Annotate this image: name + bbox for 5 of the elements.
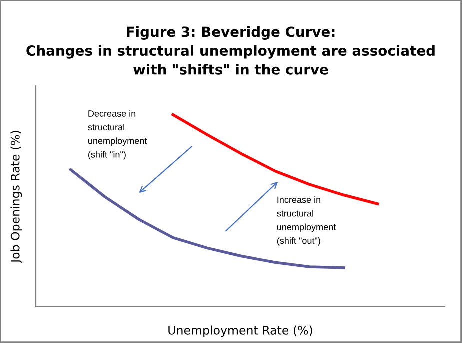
annotation: Increase in structural unemployment (shift "out"): [277, 196, 336, 246]
y-axis-title: Job Openings Rate (%): [10, 131, 22, 264]
chart-title: Figure 3: Beveridge Curve: Changes in structural unemployment are associated with "shifts" in the curve: [26, 26, 435, 75]
annotation: Decrease in structural unemployment (shift "in"): [88, 110, 148, 160]
x-axis-title: Unemployment Rate (%): [168, 326, 312, 338]
